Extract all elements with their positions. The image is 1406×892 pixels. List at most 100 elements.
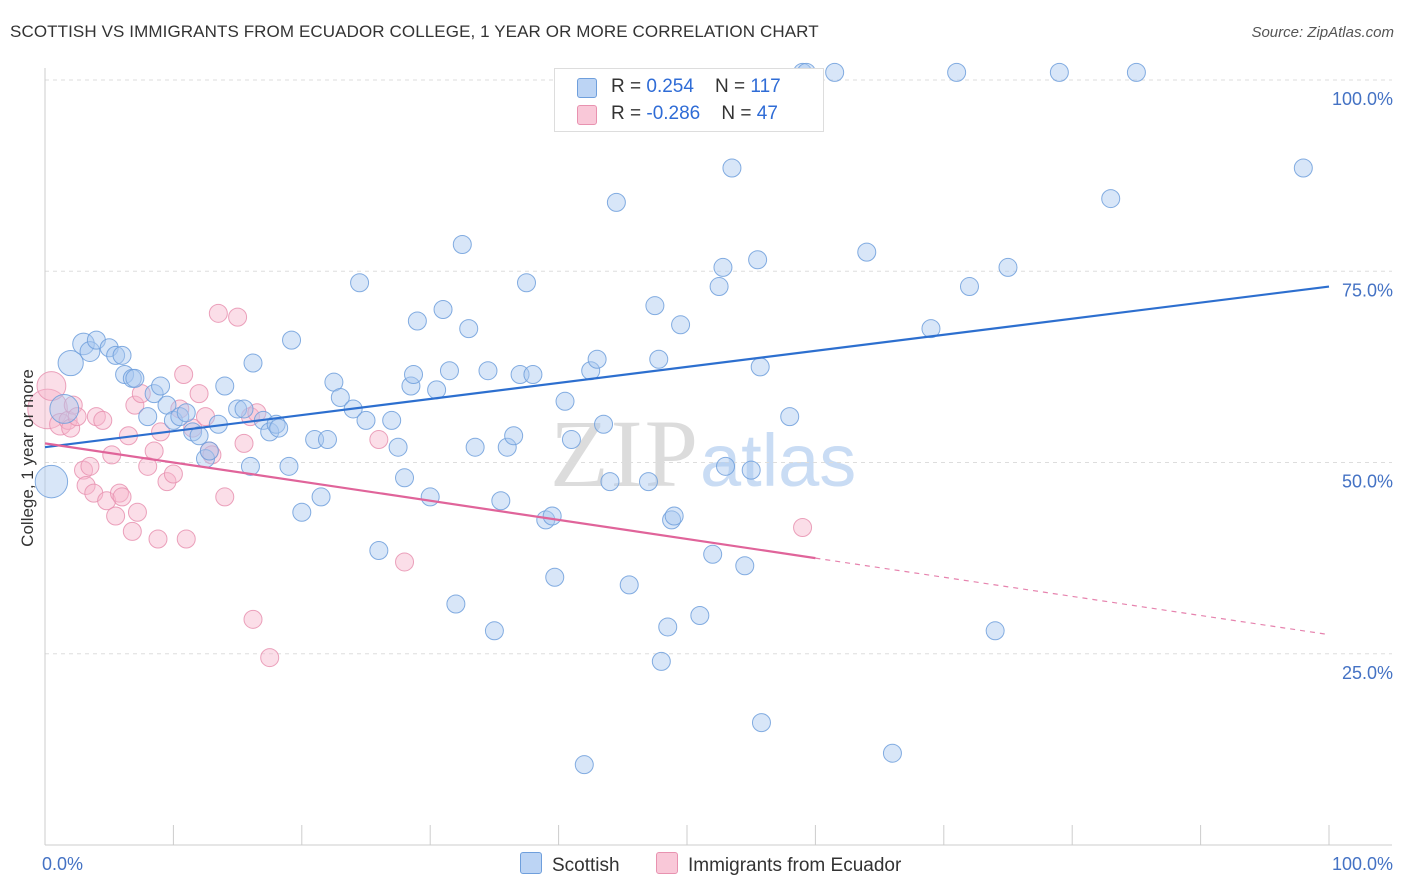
legend-r-label: R =	[611, 76, 647, 97]
legend-r-label: R =	[611, 103, 647, 124]
scottish-point	[574, 755, 594, 775]
bottom-legend-swatch-ecuador	[656, 852, 678, 874]
scottish-point	[606, 192, 626, 212]
y-tick-label: 75.0%	[1342, 280, 1393, 300]
scottish-point	[491, 491, 511, 511]
ecuador-trend-extension	[815, 557, 1330, 636]
scottish-point	[382, 410, 402, 430]
scottish-point	[921, 319, 941, 339]
ecuador-point	[395, 552, 415, 572]
scottish-point	[690, 606, 710, 625]
scottish-point	[79, 341, 101, 362]
ecuador-point	[157, 472, 177, 492]
scottish-point	[750, 357, 770, 377]
legend-swatch-ecuador	[577, 105, 597, 125]
ecuador-point	[106, 506, 126, 526]
scottish-point	[478, 361, 498, 381]
scottish-point	[651, 651, 671, 671]
scottish-point	[664, 506, 684, 526]
scottish-point	[243, 353, 263, 373]
scottish-point	[998, 257, 1018, 277]
legend-n-label: N =	[715, 76, 751, 97]
scottish-point	[594, 414, 614, 434]
scottish-point	[985, 621, 1005, 641]
scottish-point	[545, 567, 565, 587]
scottish-point	[649, 349, 669, 369]
scottish-point	[189, 426, 209, 446]
scottish-point	[619, 575, 639, 595]
scottish-point	[561, 430, 581, 450]
trend-lines	[44, 285, 1330, 636]
scottish-point	[947, 62, 967, 82]
scottish-point	[658, 617, 678, 637]
y-tick-label: 25.0%	[1342, 663, 1393, 683]
scottish-point	[638, 472, 658, 492]
scottish-point	[330, 387, 350, 407]
scottish-point	[741, 460, 761, 480]
scottish-point	[1049, 62, 1069, 82]
ecuador-point	[215, 487, 235, 507]
scottish-point	[433, 300, 453, 319]
ecuador-point	[112, 487, 132, 507]
watermark-atlas: atlas	[700, 419, 857, 502]
ecuador-point	[176, 529, 196, 549]
scottish-point	[1101, 189, 1121, 209]
scottish-point	[404, 365, 424, 385]
scottish-point	[465, 437, 485, 457]
scottish-point	[446, 594, 466, 614]
scottish-point	[735, 556, 755, 576]
scottish-point	[151, 376, 171, 396]
scottish-point	[144, 384, 164, 404]
scottish-point	[600, 472, 620, 492]
scottish-point	[311, 487, 331, 507]
y-tick-label: 50.0%	[1342, 472, 1393, 492]
scottish-point	[420, 487, 440, 507]
scottish-point	[350, 273, 370, 293]
legend-r-value: 0.254	[646, 76, 694, 97]
scottish-point	[138, 407, 158, 427]
ecuador-point	[369, 430, 389, 450]
scottish-trend-line	[44, 285, 1330, 449]
scottish-point	[439, 361, 459, 381]
scottish-point	[401, 376, 421, 396]
scottish-point	[106, 345, 126, 365]
scottish-point	[49, 394, 80, 424]
ecuador-point	[260, 648, 280, 668]
scottish-point	[587, 349, 607, 369]
bottom-legend-ecuador: Immigrants from Ecuador	[656, 852, 901, 877]
scottish-point	[215, 376, 235, 396]
scottish-point	[395, 468, 415, 488]
scottish-point	[199, 441, 219, 461]
bottom-legend-label-scottish: Scottish	[552, 855, 620, 876]
scottish-point	[427, 380, 447, 400]
scottish-point	[716, 456, 736, 476]
scottish-point	[645, 296, 665, 316]
scottish-point	[555, 391, 575, 411]
scottish-point	[282, 330, 302, 350]
scottish-point	[57, 349, 84, 377]
scottish-points	[34, 62, 1313, 775]
scottish-point	[748, 250, 768, 270]
scottish-point	[1293, 158, 1313, 178]
scottish-point	[125, 368, 145, 388]
ecuador-point	[234, 433, 254, 453]
y-axis-label: College, 1 year or more	[18, 369, 37, 547]
scottish-point	[228, 399, 248, 419]
scottish-point	[279, 456, 299, 476]
bottom-legend-swatch-scottish	[520, 852, 542, 874]
scottish-point	[825, 62, 845, 82]
axes	[44, 68, 1392, 846]
watermark-zip: ZIP	[550, 400, 700, 507]
scottish-point	[523, 365, 543, 385]
scottish-point	[407, 311, 427, 331]
ecuador-point	[122, 521, 142, 541]
x-tick-label: 0.0%	[42, 854, 83, 874]
legend-swatch-scottish	[577, 78, 597, 98]
scottish-point	[959, 277, 979, 297]
scottish-point	[369, 540, 389, 560]
scottish-point	[703, 544, 723, 564]
source-credit: Source: ZipAtlas.com	[1251, 24, 1394, 41]
ecuador-point	[189, 384, 209, 404]
ecuador-point	[127, 502, 147, 522]
scottish-point	[504, 426, 524, 446]
